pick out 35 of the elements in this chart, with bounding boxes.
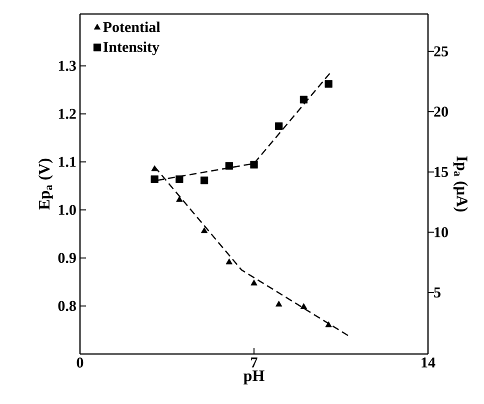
- legend-label: Intensity: [103, 42, 160, 56]
- y2-tick-label: 25: [434, 46, 448, 56]
- point: [176, 196, 183, 202]
- point: [200, 227, 208, 234]
- point: [276, 300, 282, 307]
- y-tick-label: 0.8: [58, 300, 76, 312]
- point: [176, 175, 184, 183]
- point: [150, 175, 158, 183]
- x-tick-label: 7: [251, 358, 258, 368]
- y2-tick-label: 15: [434, 166, 448, 177]
- point: [151, 165, 158, 172]
- legend-label: Potential: [103, 22, 160, 32]
- x-tick-label: 0: [76, 358, 84, 368]
- y-tick-label: 1.2: [58, 108, 76, 119]
- point: [200, 176, 208, 184]
- y-axis-title: Ep$_{a}$ (V): [38, 158, 53, 210]
- y-tick-label: 1.3: [58, 60, 76, 71]
- y-tick-label: 1.1: [58, 156, 76, 167]
- point: [225, 162, 233, 170]
- point: [250, 280, 258, 286]
- point: [250, 160, 258, 169]
- y2-tick-label: 20: [434, 106, 448, 117]
- y2-axis-title: Ip$_{a}$ (μA): [453, 156, 468, 212]
- point: [325, 321, 332, 328]
- y-tick-label: 1.0: [58, 204, 76, 216]
- point: [300, 96, 308, 104]
- y2-tick-label: 5: [434, 288, 440, 298]
- y2-tick-label: 10: [434, 227, 448, 238]
- x-tick-label: 14: [422, 358, 436, 368]
- point: [275, 122, 283, 130]
- x-axis-title: pH: [244, 370, 264, 384]
- point: [324, 80, 332, 88]
- point: [300, 303, 308, 309]
- y-tick-label: 0.9: [58, 252, 76, 264]
- point: [226, 258, 232, 264]
